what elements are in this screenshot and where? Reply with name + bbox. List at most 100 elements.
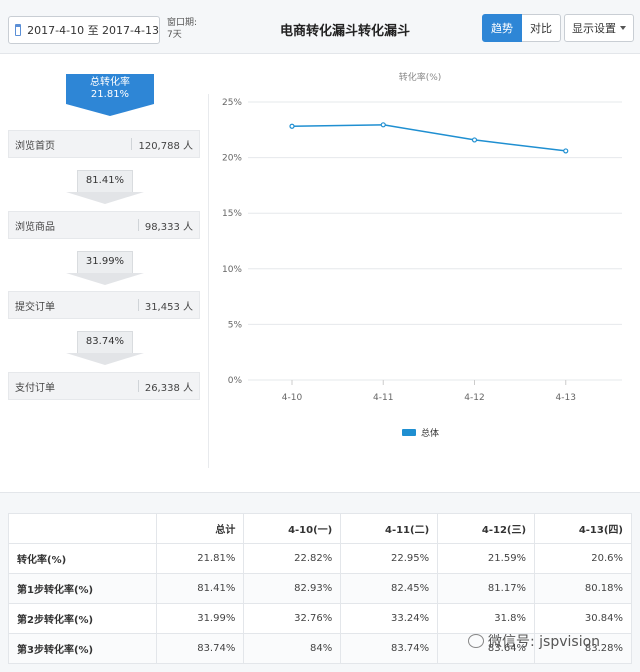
step-rate: 81.41% [77, 170, 133, 192]
table-cell: 33.24% [340, 603, 439, 634]
panel-divider [208, 94, 209, 468]
funnel-panel: 总转化率 21.81% 浏览首页 120,788 人 81.41% 浏览商品 9… [0, 54, 208, 470]
table-header-cell: 4-11(二) [340, 513, 439, 544]
view-toggle: 趋势 对比 [482, 14, 561, 42]
table-row: 转化率(%) 21.81% 22.82% 22.95% 21.59% 20.6% [8, 543, 632, 574]
y-tick-label: 15% [222, 209, 242, 219]
date-range-text: 2017-4-10 至 2017-4-13 [27, 24, 159, 37]
x-tick-label: 4-11 [373, 393, 393, 403]
y-tick-label: 25% [222, 98, 242, 108]
total-conversion-value: 21.81% [90, 89, 130, 100]
watermark-text: 微信号: jspvision [488, 634, 601, 650]
funnel-stage: 浏览首页 120,788 人 [8, 130, 200, 158]
conversion-table: 总计 4-10(一) 4-11(二) 4-12(三) 4-13(四) 转化率(%) 21.… [8, 513, 632, 664]
x-tick-label: 4-12 [464, 393, 484, 403]
table-cell: 83.74% [340, 633, 439, 664]
data-point [471, 137, 478, 143]
funnel-step: 81.41% [66, 170, 144, 204]
date-range-picker[interactable]: 2017-4-10 至 2017-4-13 [8, 16, 160, 44]
step-arrow [66, 353, 144, 365]
step-rate: 83.74% [77, 331, 133, 353]
table-cell: 83.74% [155, 633, 245, 664]
table-cell: 21.81% [155, 543, 245, 574]
y-tick-label: 5% [228, 320, 243, 330]
data-point [563, 148, 569, 154]
watermark: 微信号: jspvision [468, 631, 600, 651]
funnel-stage: 提交订单 31,453 人 [8, 291, 200, 319]
funnel-stage: 支付订单 26,338 人 [8, 372, 200, 400]
conversion-trend-chart: 转化率(%) 0% 5% 10% 15% 20% 25% 4-10 4-11 4-12 4-13 总体 [210, 54, 640, 470]
data-point [380, 122, 386, 128]
table-cell: 80.18% [534, 573, 632, 604]
stage-divider [137, 380, 139, 392]
display-settings-label: 显示设置 [572, 22, 616, 35]
step-arrow [66, 192, 144, 204]
step-rate: 31.99% [77, 251, 133, 273]
window-period-value: 7天 [167, 30, 182, 40]
table-header-cell: 4-12(三) [437, 513, 536, 544]
data-table-panel: 总计 4-10(一) 4-11(二) 4-12(三) 4-13(四) 转化率(%) 21.… [0, 492, 640, 672]
stage-name: 提交订单 [15, 301, 55, 313]
row-label: 转化率(%) [8, 543, 157, 574]
table-cell: 83.64% [437, 633, 536, 664]
table-cell: 83.28% [534, 633, 632, 664]
y-tick-label: 0% [228, 376, 243, 386]
data-point [289, 123, 295, 129]
stage-divider [131, 138, 133, 150]
row-label: 第1步转化率(%) [8, 573, 157, 604]
table-cell: 20.6% [534, 543, 632, 574]
stage-name: 支付订单 [15, 382, 55, 394]
table-cell: 81.41% [155, 573, 245, 604]
total-conversion-arrow [66, 104, 154, 116]
toolbar: 2017-4-10 至 2017-4-13 窗口期: 7天 电商转化漏斗转化漏斗… [0, 0, 640, 54]
page-title: 电商转化漏斗转化漏斗 [279, 24, 410, 39]
total-conversion-box: 总转化率 21.81% [66, 74, 154, 104]
display-settings-button[interactable]: 显示设置 [564, 14, 634, 42]
window-period-label: 窗口期: [167, 18, 198, 28]
funnel-step: 83.74% [66, 331, 144, 365]
table-cell: 31.8% [437, 603, 536, 634]
row-label: 第3步转化率(%) [8, 633, 157, 664]
trend-tab[interactable]: 趋势 [482, 14, 522, 42]
compare-tab[interactable]: 对比 [522, 14, 561, 42]
funnel-step: 31.99% [66, 251, 144, 285]
stage-count: 120,788 人 [138, 140, 193, 152]
table-cell: 21.59% [437, 543, 536, 574]
legend-swatch [402, 429, 416, 436]
table-header-corner [8, 513, 157, 544]
table-row: 第2步转化率(%) 31.99% 32.76% 33.24% 31.8% 30.84% [8, 603, 632, 634]
wechat-icon [468, 634, 484, 648]
table-cell: 32.76% [243, 603, 342, 634]
calendar-icon [15, 24, 22, 36]
total-conversion-label: 总转化率 [90, 77, 130, 88]
stage-count: 31,453 人 [144, 301, 193, 313]
table-row: 第1步转化率(%) 81.41% 82.93% 82.45% 81.17% 80.18% [8, 573, 632, 604]
chart-title: 转化率(%) [399, 71, 442, 83]
stage-count: 26,338 人 [144, 382, 193, 394]
table-row: 第3步转化率(%) 83.74% 84% 83.74% 83.64% 83.28% [8, 633, 632, 664]
table-header-row: 总计 4-10(一) 4-11(二) 4-12(三) 4-13(四) [8, 513, 632, 544]
table-header-cell: 4-10(一) [243, 513, 342, 544]
stage-divider [137, 219, 139, 231]
y-tick-label: 20% [222, 154, 242, 164]
window-period: 窗口期: 7天 [167, 17, 197, 41]
table-header-cell: 总计 [155, 513, 245, 544]
table-cell: 84% [243, 633, 342, 664]
stage-name: 浏览首页 [15, 140, 55, 152]
table-cell: 82.45% [340, 573, 439, 604]
table-cell: 81.17% [437, 573, 536, 604]
legend-label: 总体 [421, 427, 439, 439]
stage-count: 98,333 人 [144, 221, 193, 233]
chevron-down-icon [620, 26, 626, 30]
table-cell: 30.84% [534, 603, 632, 634]
x-tick-label: 4-13 [556, 393, 576, 403]
step-arrow [66, 273, 144, 285]
funnel-stage: 浏览商品 98,333 人 [8, 211, 200, 239]
stage-name: 浏览商品 [15, 221, 55, 233]
table-cell: 31.99% [155, 603, 245, 634]
stage-divider [137, 299, 139, 311]
table-header-cell: 4-13(四) [534, 513, 632, 544]
table-cell: 22.95% [340, 543, 439, 574]
table-body: 转化率(%) 21.81% 22.82% 22.95% 21.59% 20.6% 第1步转化… [8, 543, 632, 664]
series-line [291, 124, 566, 152]
